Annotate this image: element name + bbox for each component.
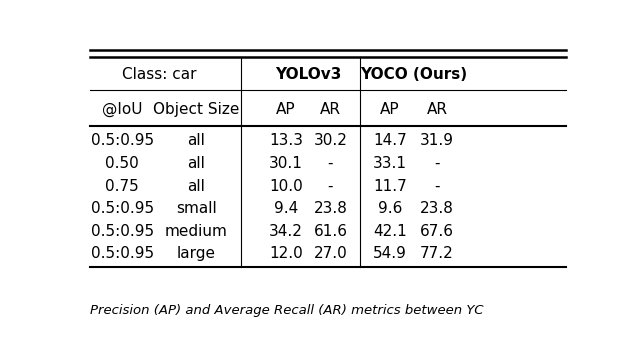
Text: AR: AR xyxy=(320,102,341,117)
Text: 67.6: 67.6 xyxy=(420,224,454,239)
Text: 54.9: 54.9 xyxy=(373,246,407,261)
Text: 30.1: 30.1 xyxy=(269,156,303,171)
Text: Class: car: Class: car xyxy=(122,67,196,82)
Text: -: - xyxy=(328,179,333,194)
Text: 33.1: 33.1 xyxy=(373,156,407,171)
Text: 9.4: 9.4 xyxy=(274,201,298,216)
Text: large: large xyxy=(177,246,216,261)
Text: -: - xyxy=(328,156,333,171)
Text: 0.5:0.95: 0.5:0.95 xyxy=(91,201,154,216)
Text: 61.6: 61.6 xyxy=(314,224,348,239)
Text: YOCO (Ours): YOCO (Ours) xyxy=(360,67,467,82)
Text: all: all xyxy=(188,156,205,171)
Text: AP: AP xyxy=(276,102,296,117)
Text: 14.7: 14.7 xyxy=(373,133,407,148)
Text: all: all xyxy=(188,179,205,194)
Text: Object Size: Object Size xyxy=(154,102,240,117)
Text: Precision (AP) and Average Recall (AR) metrics between YC: Precision (AP) and Average Recall (AR) m… xyxy=(90,304,483,317)
Text: small: small xyxy=(176,201,217,216)
Text: AP: AP xyxy=(380,102,400,117)
Text: 0.5:0.95: 0.5:0.95 xyxy=(91,246,154,261)
Text: 31.9: 31.9 xyxy=(420,133,454,148)
Text: -: - xyxy=(435,179,440,194)
Text: 42.1: 42.1 xyxy=(373,224,407,239)
Text: 0.5:0.95: 0.5:0.95 xyxy=(91,133,154,148)
Text: 30.2: 30.2 xyxy=(314,133,348,148)
Text: 77.2: 77.2 xyxy=(420,246,454,261)
Text: 0.75: 0.75 xyxy=(106,179,139,194)
Text: 27.0: 27.0 xyxy=(314,246,348,261)
Text: YOLOv3: YOLOv3 xyxy=(275,67,341,82)
Text: -: - xyxy=(435,156,440,171)
Text: 11.7: 11.7 xyxy=(373,179,407,194)
Text: AR: AR xyxy=(427,102,447,117)
Text: 12.0: 12.0 xyxy=(269,246,303,261)
Text: 23.8: 23.8 xyxy=(420,201,454,216)
Text: @IoU: @IoU xyxy=(102,102,143,117)
Text: 13.3: 13.3 xyxy=(269,133,303,148)
Text: medium: medium xyxy=(165,224,228,239)
Text: 0.50: 0.50 xyxy=(106,156,139,171)
Text: 23.8: 23.8 xyxy=(314,201,348,216)
Text: all: all xyxy=(188,133,205,148)
Text: 0.5:0.95: 0.5:0.95 xyxy=(91,224,154,239)
Text: 34.2: 34.2 xyxy=(269,224,303,239)
Text: 9.6: 9.6 xyxy=(378,201,402,216)
Text: 10.0: 10.0 xyxy=(269,179,303,194)
